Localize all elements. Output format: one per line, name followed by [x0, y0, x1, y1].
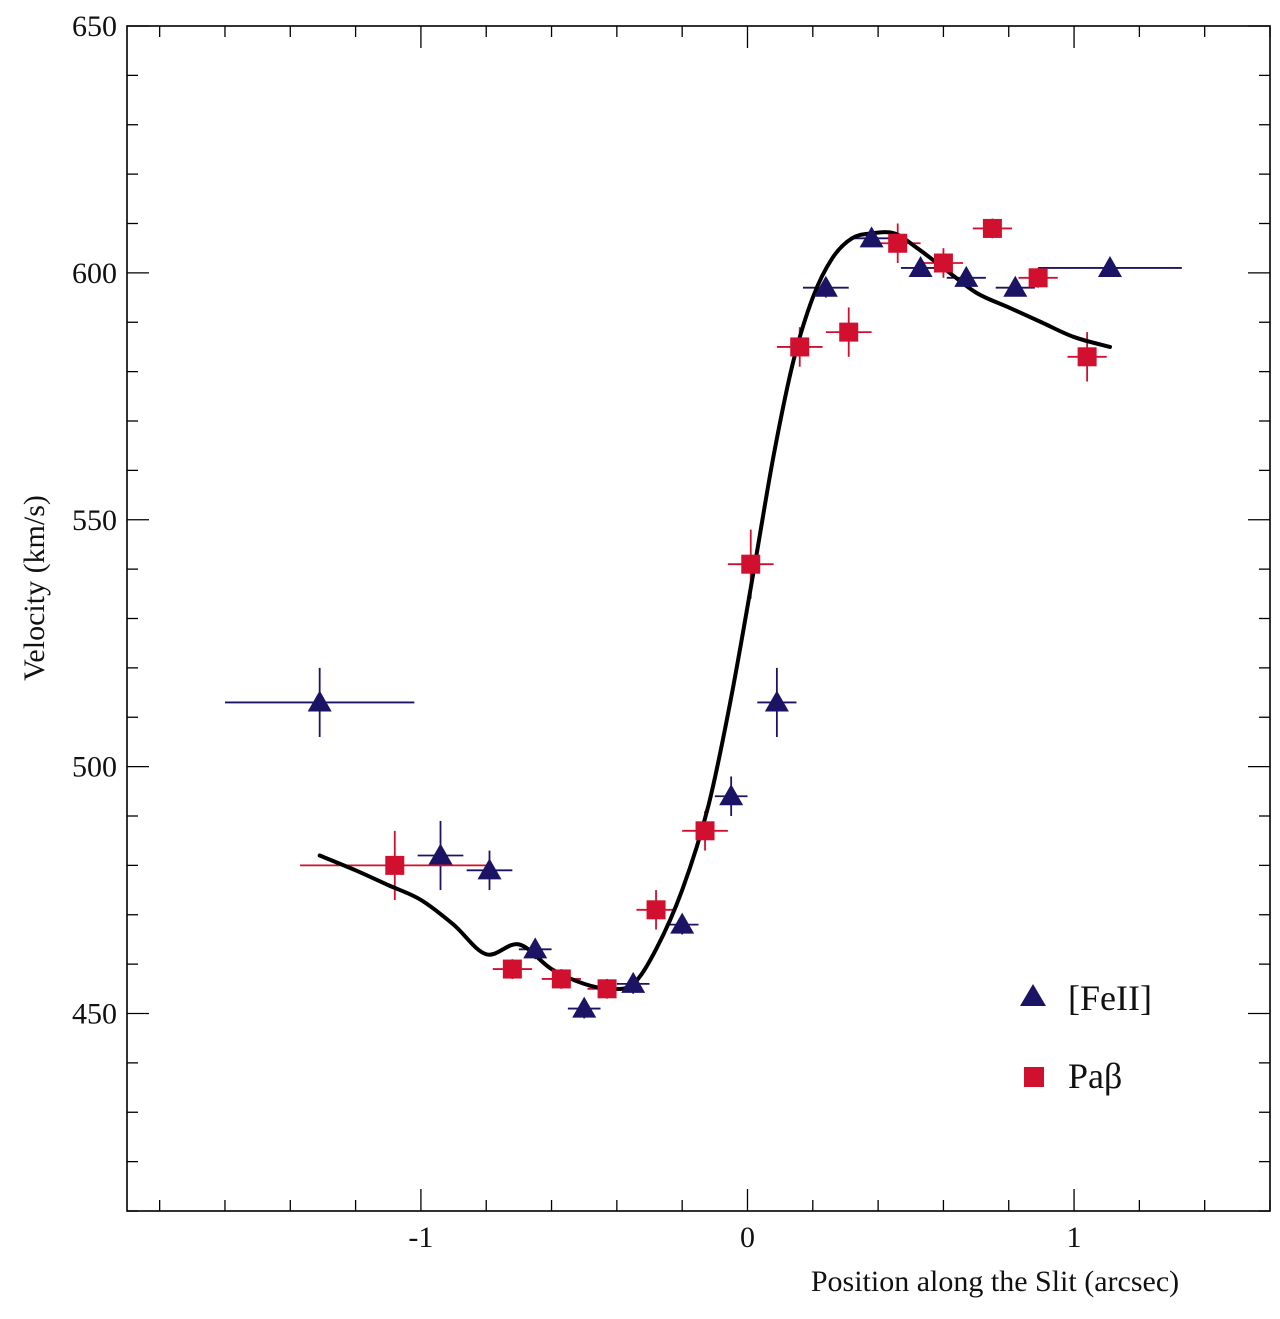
feii-point [1003, 275, 1028, 297]
feii-point [813, 275, 838, 297]
pab-point [982, 218, 1002, 238]
pab-point [385, 855, 405, 875]
pab-point [741, 554, 761, 574]
pab-point [888, 233, 908, 253]
feii-point [523, 937, 548, 959]
y-tick-label: 650 [72, 10, 117, 43]
y-tick-label: 500 [72, 751, 117, 784]
axis-tick-labels: -1 0 1 450 500 550 600 650 [72, 10, 1082, 1254]
y-tick-label: 600 [72, 257, 117, 290]
pab-point [839, 322, 859, 342]
feii-point [1097, 255, 1122, 277]
feii-point [764, 690, 789, 712]
y-tick-label: 450 [72, 998, 117, 1031]
pab-point [551, 969, 571, 989]
pab-point [1028, 268, 1048, 288]
pab-point [790, 337, 810, 357]
feii-point [859, 226, 884, 248]
x-tick-label: 0 [740, 1221, 755, 1254]
pab-point [1077, 347, 1097, 367]
feii-point [572, 996, 597, 1018]
legend-feii-marker [1020, 984, 1046, 1006]
plot-area-border [126, 25, 1271, 1212]
legend-pab-marker [1024, 1067, 1044, 1087]
x-tick-label: -1 [408, 1221, 433, 1254]
feii-point [908, 255, 933, 277]
plot-frame [126, 25, 1271, 1212]
legend: [FeII] Paβ [1020, 978, 1152, 1096]
y-axis-label: Velocity (km/s) [18, 495, 51, 681]
pab-point [646, 900, 666, 920]
x-axis-label: Position along the Slit (arcsec) [811, 1265, 1179, 1298]
feii-point [719, 784, 744, 806]
feii-point [621, 971, 646, 993]
x-tick-label: 1 [1067, 1221, 1082, 1254]
feii-point [954, 265, 979, 287]
model-curve [317, 230, 1112, 991]
feii-point [670, 912, 695, 934]
pab-point [502, 959, 522, 979]
error-bars [224, 218, 1182, 1019]
pab-point [933, 253, 953, 273]
data-markers [307, 218, 1122, 1018]
feii-point [477, 858, 502, 880]
pab-point [695, 821, 715, 841]
axis-ticks [127, 25, 1271, 1212]
feii-point [428, 843, 453, 865]
pab-point [597, 979, 617, 999]
feii-point [307, 690, 332, 712]
legend-feii-label: [FeII] [1068, 978, 1152, 1018]
y-tick-label: 550 [72, 504, 117, 537]
legend-pab-label: Paβ [1068, 1056, 1122, 1096]
